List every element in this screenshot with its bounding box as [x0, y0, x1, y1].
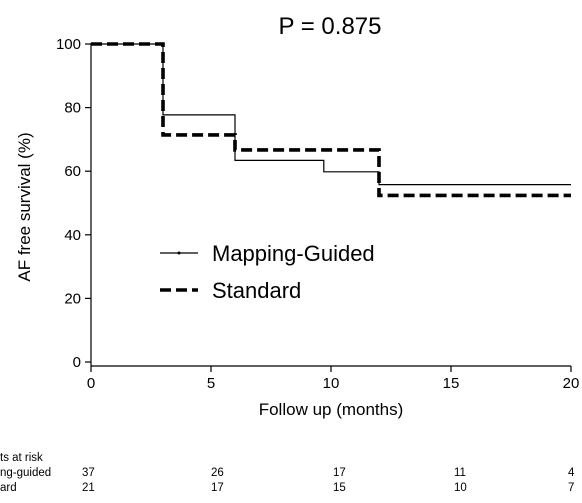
- risk-count: 37: [82, 467, 95, 479]
- risk-count: 4: [568, 467, 575, 479]
- risk-count: 21: [82, 482, 95, 494]
- x-tick-label: 10: [323, 375, 340, 392]
- legend-label: Mapping-Guided: [212, 241, 375, 266]
- y-tick-label: 100: [56, 36, 81, 53]
- x-axis-label: Follow up (months): [259, 400, 404, 419]
- axes: 0 20 40 60 80 100 0 5 10 15 20: [56, 36, 579, 392]
- y-tick-label: 40: [64, 227, 81, 244]
- risk-count: 26: [211, 467, 224, 479]
- y-tick-label: 60: [64, 163, 81, 180]
- risk-count: 7: [568, 482, 574, 494]
- y-axis-label: AF free survival (%): [15, 132, 34, 281]
- risk-count: 11: [454, 467, 466, 479]
- x-tick-label: 20: [563, 375, 580, 392]
- x-tick-label: 5: [207, 375, 215, 392]
- series-line-standard: [91, 42, 571, 198]
- risk-row-label: ng-guided: [0, 467, 51, 479]
- legend: Mapping-Guided Standard: [160, 241, 375, 303]
- y-tick-label: 80: [64, 100, 81, 117]
- risk-table: ts at risk ng-guided 37 26 17 11 4 ard 21 17 15 10 7: [0, 452, 575, 494]
- risk-count: 15: [333, 482, 346, 494]
- chart-title: P = 0.875: [279, 13, 382, 40]
- y-tick-label: 20: [64, 290, 81, 307]
- x-tick-label: 0: [87, 375, 95, 392]
- risk-table-heading: ts at risk: [0, 452, 43, 464]
- risk-count: 17: [333, 467, 346, 479]
- risk-count: 17: [211, 482, 224, 494]
- x-tick-label: 15: [443, 375, 460, 392]
- risk-count: 10: [454, 482, 467, 494]
- y-tick-label: 0: [73, 354, 81, 371]
- legend-label: Standard: [212, 278, 301, 303]
- legend-marker: [177, 251, 181, 255]
- series-line-mapping-guided: [91, 43, 571, 186]
- series-layer: [91, 42, 571, 198]
- risk-row-label: ard: [0, 482, 17, 494]
